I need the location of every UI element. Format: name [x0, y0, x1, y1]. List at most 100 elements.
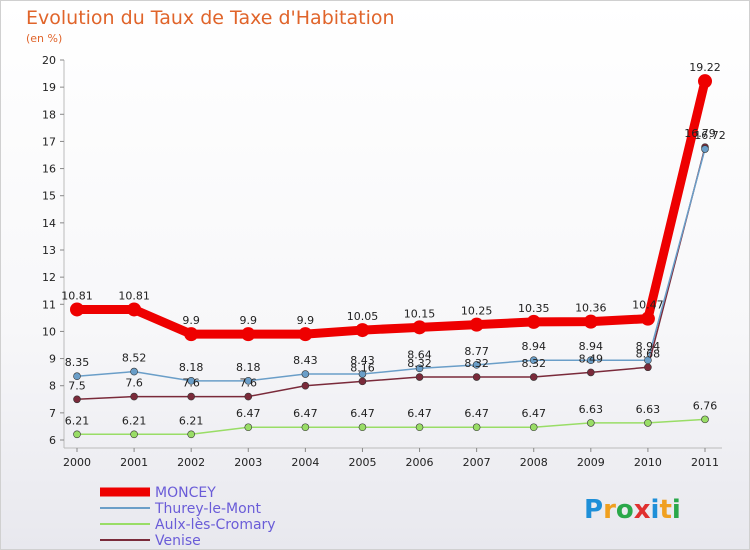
y-tick-label: 16 [42, 163, 56, 176]
y-ticks: 6 7 8 9 10 11 12 13 14 15 16 17 18 19 20 [42, 54, 64, 447]
data-point [587, 419, 595, 427]
data-label: 6.47 [464, 407, 489, 420]
data-label: 8.18 [179, 361, 204, 374]
proxiti-logo: Proxiti [584, 495, 681, 525]
data-point [298, 327, 313, 342]
data-point [70, 302, 84, 317]
data-labels-group: 10.81 10.81 9.9 9.9 9.9 10.05 10.15 10.25 10.35 1… [61, 61, 726, 427]
data-label: 7.5 [68, 379, 86, 392]
y-tick-label: 11 [42, 298, 56, 311]
data-label: 10.36 [575, 302, 607, 315]
data-label: 8.16 [350, 361, 375, 374]
x-tick-label: 2007 [463, 456, 491, 469]
data-label: 6.63 [636, 403, 661, 416]
data-point [587, 356, 595, 365]
series-line [76, 418, 706, 436]
y-tick-label: 14 [42, 217, 56, 230]
x-ticks: 2000 2001 2002 2003 2004 2005 2006 2007 2008 2009… [63, 448, 719, 469]
data-point [529, 423, 538, 432]
data-point [130, 367, 138, 376]
legend-label: MONCEY [155, 485, 216, 501]
data-point [701, 145, 709, 153]
data-label: 7.6 [182, 377, 200, 390]
chart-title: Evolution du Taux de Taxe d'Habitation [26, 7, 395, 29]
data-label: 6.76 [693, 399, 718, 412]
data-label: 6.47 [293, 407, 318, 420]
y-tick-label: 8 [49, 380, 56, 393]
data-label: 9.9 [297, 314, 315, 327]
y-tick-label: 17 [42, 135, 56, 148]
data-point [127, 302, 142, 317]
data-point [640, 311, 655, 326]
legend: MONCEYThurey-le-MontAulx-lès-CromaryVeni… [100, 485, 276, 549]
data-point [301, 423, 310, 432]
y-tick-label: 18 [42, 108, 56, 121]
series-line [76, 146, 706, 401]
chart-subtitle: (en %) [26, 32, 62, 45]
x-tick-label: 2009 [577, 456, 605, 469]
svg-text:Proxiti: Proxiti [584, 495, 681, 525]
data-label: 8.94 [521, 340, 546, 353]
data-label: 6.21 [179, 414, 204, 427]
data-label: 8.52 [122, 352, 147, 365]
data-point [358, 377, 367, 386]
data-label: 8.32 [521, 357, 546, 370]
x-tick-label: 2002 [177, 456, 205, 469]
data-point [301, 381, 310, 390]
x-tick-label: 2006 [406, 456, 434, 469]
data-label: 10.05 [347, 310, 379, 323]
x-tick-label: 2004 [291, 456, 319, 469]
data-point [587, 368, 595, 377]
data-point [301, 370, 310, 378]
data-point [73, 372, 81, 381]
data-point [187, 392, 195, 401]
data-label: 8.64 [407, 348, 432, 361]
data-label: 8.94 [579, 340, 604, 353]
data-label: 10.81 [118, 289, 150, 302]
data-label: 6.47 [236, 407, 261, 420]
data-point [583, 314, 598, 329]
x-tick-label: 2011 [691, 456, 719, 469]
data-point [130, 392, 138, 401]
y-tick-label: 13 [42, 244, 56, 257]
data-point [529, 356, 538, 365]
data-point [241, 327, 256, 342]
data-point [244, 392, 253, 401]
data-label: 8.18 [236, 361, 261, 374]
x-tick-label: 2003 [234, 456, 262, 469]
legend-label: Aulx-lès-Cromary [155, 517, 276, 533]
data-label: 6.21 [122, 414, 147, 427]
data-point [187, 430, 195, 439]
y-tick-label: 6 [49, 434, 56, 447]
data-point [73, 430, 81, 439]
data-label: 10.25 [461, 305, 493, 318]
data-point [358, 423, 367, 432]
series-line [76, 148, 706, 382]
legend-label: Venise [155, 533, 201, 549]
data-label: 19.22 [689, 61, 721, 74]
data-point [355, 323, 370, 338]
data-point [644, 419, 652, 427]
data-point [244, 377, 253, 385]
y-tick-label: 20 [42, 54, 56, 67]
data-label: 6.47 [521, 407, 546, 420]
data-point [472, 361, 481, 369]
data-point [644, 356, 652, 365]
y-tick-label: 15 [42, 190, 56, 203]
data-label: 8.77 [464, 345, 489, 358]
data-point [701, 415, 709, 424]
y-tick-label: 7 [49, 407, 56, 420]
series-group [70, 74, 712, 439]
data-label: 8.43 [293, 354, 318, 367]
y-tick-label: 10 [42, 325, 56, 338]
series-line [72, 76, 710, 339]
x-tick-label: 2001 [120, 456, 148, 469]
data-point [529, 373, 538, 381]
data-label: 16.72 [694, 129, 726, 142]
y-tick-label: 9 [49, 353, 56, 366]
data-label: 8.32 [407, 357, 432, 370]
data-point [698, 74, 712, 89]
data-point [472, 423, 481, 432]
